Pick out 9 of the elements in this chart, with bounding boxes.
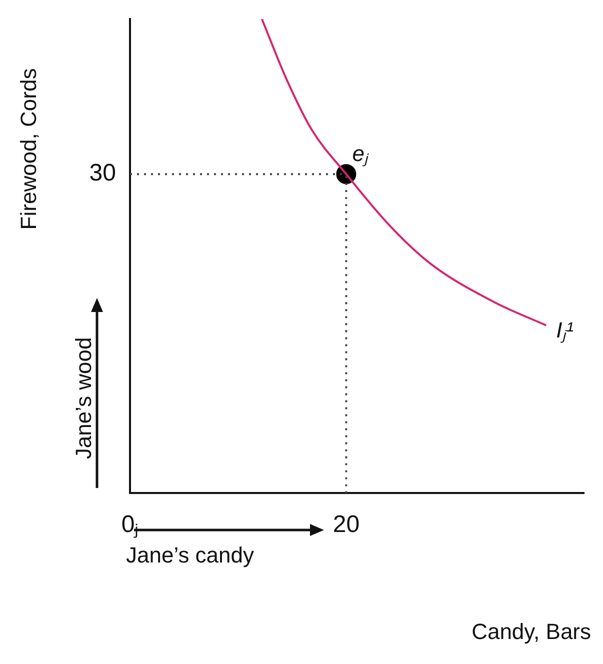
text: Jane’s wood <box>71 337 96 460</box>
text: Jane’s candy <box>126 542 254 568</box>
x-tick-label: 20 <box>332 511 360 538</box>
y-axis-title: Firewood, Cords <box>16 68 42 230</box>
x-tick-label: 0ⱼ <box>121 511 139 538</box>
text: 30 <box>89 160 116 187</box>
x-axis-title: Candy, Bars <box>472 619 591 644</box>
series-label: eⱼ <box>352 141 370 168</box>
series-label: Iⱼ¹ <box>556 317 574 344</box>
